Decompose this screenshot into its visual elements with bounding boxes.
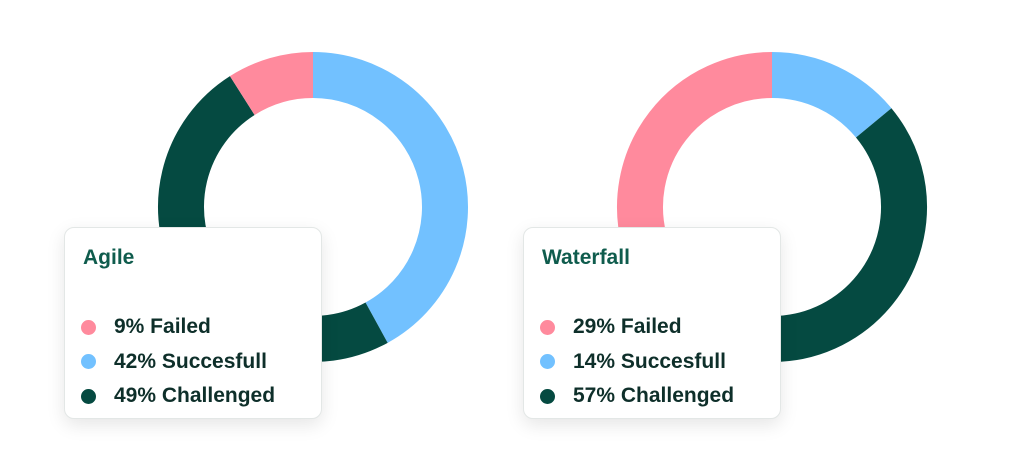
successful-dot-icon xyxy=(81,354,96,370)
agile-legend-card: Agile 9% Failed 42% Succesfull 49% Chall… xyxy=(64,227,322,419)
agile-chart-title: Agile xyxy=(83,246,135,269)
slice-successful xyxy=(771,52,892,139)
legend-label-failed: 29% Failed xyxy=(573,315,682,339)
waterfall-legend-card: Waterfall 29% Failed 14% Succesfull 57% … xyxy=(523,227,781,419)
waterfall-chart-title: Waterfall xyxy=(542,246,630,269)
legend-label-challenged: 49% Challenged xyxy=(114,384,276,408)
legend-item-failed: 29% Failed xyxy=(540,310,734,345)
slice-failed xyxy=(617,52,773,246)
challenged-dot-icon xyxy=(81,388,96,404)
slice-failed xyxy=(229,52,314,116)
slice-successful xyxy=(312,52,468,343)
legend-item-successful: 14% Succesfull xyxy=(540,345,734,380)
waterfall-legend: 29% Failed 14% Succesfull 57% Challenged xyxy=(540,310,734,414)
legend-item-challenged: 57% Challenged xyxy=(540,379,734,414)
legend-label-successful: 14% Succesfull xyxy=(573,349,726,373)
failed-dot-icon xyxy=(81,319,96,335)
legend-label-challenged: 57% Challenged xyxy=(573,384,735,408)
agile-legend: 9% Failed 42% Succesfull 49% Challenged xyxy=(81,310,275,414)
legend-label-successful: 42% Succesfull xyxy=(114,349,267,373)
legend-item-failed: 9% Failed xyxy=(81,310,275,345)
challenged-dot-icon xyxy=(540,388,555,404)
failed-dot-icon xyxy=(540,319,555,335)
successful-dot-icon xyxy=(540,354,555,370)
legend-label-failed: 9% Failed xyxy=(114,315,211,339)
legend-item-challenged: 49% Challenged xyxy=(81,379,275,414)
legend-item-successful: 42% Succesfull xyxy=(81,345,275,380)
